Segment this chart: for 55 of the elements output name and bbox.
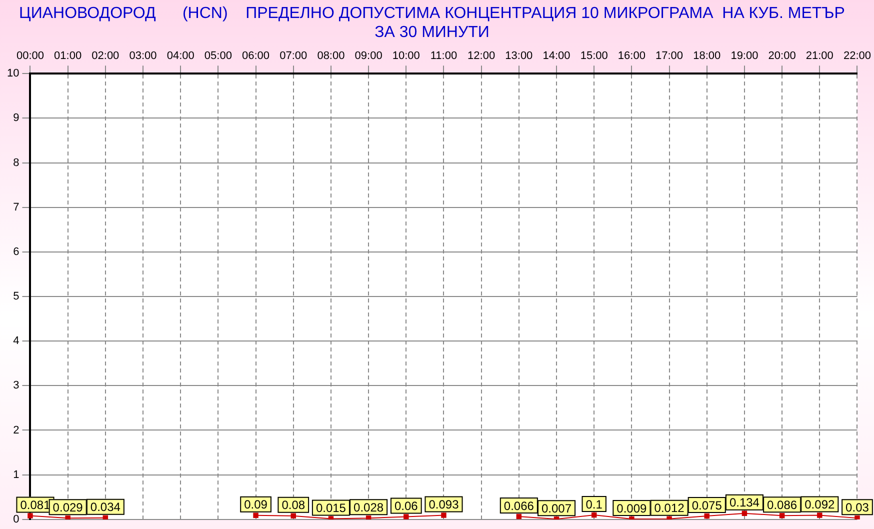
data-label: 0.09 [244, 498, 268, 512]
data-label: 0.028 [354, 500, 384, 514]
x-tick-label: 22:00 [843, 50, 871, 62]
data-label: 0.093 [428, 498, 460, 512]
y-tick-label: 10 [6, 68, 20, 80]
x-tick-label: 00:00 [16, 50, 44, 62]
data-label: 0.134 [729, 496, 760, 510]
text: ЦИАНОВОДОРОД (HCN) ПРЕДЕЛНО ДОПУСТИМА КОНЦЕНТРАЦИЯ 10 МИКРОГРАМА НА КУБ. МЕТЪР [19, 5, 845, 22]
x-tick-label: 21:00 [806, 50, 834, 62]
x-tick-label: 07:00 [280, 50, 308, 62]
x-tick-label: 11:00 [430, 50, 458, 62]
y-tick-label: 4 [13, 335, 20, 348]
data-label: 0.034 [90, 500, 121, 514]
x-tick-label: 14:00 [542, 50, 570, 62]
x-tick-label: 03:00 [129, 50, 157, 62]
y-tick-label: 7 [13, 201, 20, 214]
x-tick-label: 15:00 [580, 50, 608, 62]
data-label: 0.1 [586, 497, 603, 512]
data-label: 0.08 [282, 498, 306, 512]
y-tick-label: 0 [13, 513, 20, 526]
x-tick-label: 10:00 [392, 50, 420, 62]
y-tick-label: 9 [13, 112, 20, 124]
x-tick-label: 06:00 [242, 50, 270, 62]
x-tick-label: 08:00 [317, 50, 345, 62]
data-label: 0.086 [767, 498, 798, 512]
y-tick-label: 8 [13, 156, 20, 169]
data-label: 0.092 [804, 498, 835, 512]
data-label: 0.03 [846, 500, 870, 514]
y-tick-label: 1 [13, 468, 20, 481]
data-label: 0.007 [541, 501, 572, 516]
x-tick-label: 12:00 [468, 50, 496, 62]
data-label: 0.06 [394, 499, 418, 514]
x-tick-label: 01:00 [54, 50, 82, 62]
x-tick-label: 04:00 [166, 50, 194, 62]
y-tick-label: 2 [13, 424, 20, 436]
x-tick-label: 13:00 [505, 50, 533, 62]
x-tick-label: 19:00 [730, 50, 758, 62]
y-tick-label: 5 [13, 290, 20, 303]
x-tick-label: 05:00 [204, 50, 232, 62]
x-tick-label: 02:00 [92, 50, 120, 62]
data-label: 0.015 [316, 501, 346, 516]
x-tick-label: 16:00 [618, 50, 646, 62]
data-label: 0.012 [654, 501, 685, 516]
x-tick-label: 09:00 [354, 50, 382, 62]
y-tick-label: 6 [13, 246, 20, 258]
data-label: 0.029 [52, 500, 84, 514]
data-label: 0.081 [20, 498, 51, 512]
x-tick-label: 18:00 [693, 50, 721, 62]
data-label: 0.009 [616, 501, 648, 516]
data-label: 0.075 [692, 498, 722, 512]
y-tick-label: 3 [13, 380, 20, 392]
x-tick-label: 17:00 [656, 50, 684, 62]
x-tick-label: 20:00 [768, 50, 796, 62]
text: ЗА 30 МИНУТИ [374, 24, 490, 42]
data-label: 0.066 [504, 498, 534, 513]
